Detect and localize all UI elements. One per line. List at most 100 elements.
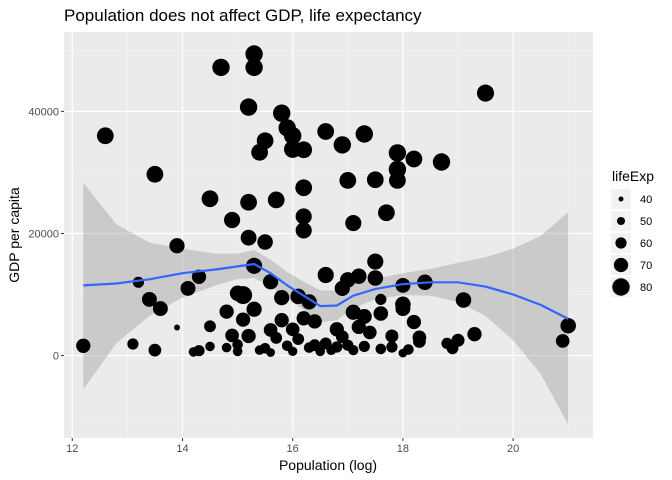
data-point (295, 222, 312, 239)
smooth-line (83, 262, 569, 320)
y-tick-label: 20000 (28, 228, 59, 240)
data-point (351, 268, 367, 284)
data-point (141, 291, 157, 307)
data-point (476, 84, 495, 102)
data-point (366, 171, 384, 189)
data-point (224, 211, 241, 229)
data-point (270, 332, 283, 344)
legend-label: 70 (640, 260, 652, 272)
data-point (395, 296, 411, 313)
data-point (241, 328, 256, 344)
data-point (385, 329, 399, 343)
data-point (315, 346, 326, 357)
legend-label: 40 (640, 194, 652, 206)
data-point (301, 294, 317, 310)
data-point (240, 229, 257, 246)
data-point (148, 343, 162, 357)
data-point (339, 172, 357, 189)
data-point (317, 266, 334, 284)
x-axis-title: Population (log) (279, 457, 377, 473)
data-point (235, 312, 251, 327)
data-point (375, 293, 387, 305)
data-point (239, 98, 258, 116)
major-grid (64, 32, 593, 438)
data-point (191, 269, 207, 284)
legend-point (616, 216, 626, 226)
x-tick-label: 20 (507, 443, 519, 455)
data-point (296, 311, 311, 326)
data-point (388, 160, 407, 179)
data-point (345, 215, 362, 232)
chart-title: Population does not affect GDP, life exp… (64, 6, 422, 25)
data-point (225, 328, 239, 343)
data-point (273, 104, 291, 122)
legend-point (613, 257, 629, 273)
data-point (246, 301, 262, 317)
data-point (295, 208, 312, 225)
data-point (331, 341, 343, 353)
data-point (256, 132, 274, 150)
data-point (274, 313, 289, 328)
data-point (406, 314, 422, 330)
data-point (219, 304, 234, 319)
data-point (245, 58, 263, 77)
legend-label: 80 (640, 282, 652, 294)
y-axis: 0 20000 40000 (28, 106, 64, 363)
data-point (386, 341, 398, 353)
data-point (240, 193, 257, 211)
data-point (555, 334, 570, 348)
x-tick-label: 16 (287, 443, 299, 455)
data-point (267, 191, 285, 209)
data-point (212, 58, 230, 77)
data-point (288, 346, 298, 356)
data-point (367, 253, 384, 270)
data-point (285, 322, 300, 337)
points-layer (76, 45, 576, 358)
smooth-line-layer (83, 262, 569, 320)
data-point (367, 270, 384, 286)
data-point (333, 136, 351, 154)
data-point (257, 234, 273, 250)
data-point (232, 339, 243, 350)
x-tick-label: 14 (176, 443, 188, 455)
data-point (205, 341, 215, 352)
data-point (560, 317, 576, 334)
data-point (307, 314, 322, 329)
data-point (358, 340, 370, 352)
data-point (96, 127, 114, 145)
data-point (348, 344, 359, 356)
data-point (204, 320, 216, 333)
x-tick-label: 18 (397, 443, 409, 455)
data-point (193, 345, 205, 357)
y-tick-label: 0 (53, 351, 59, 363)
legend-title: lifeExp (612, 168, 654, 184)
data-point (146, 165, 164, 183)
data-point (292, 333, 305, 345)
data-point (221, 342, 232, 353)
data-point (295, 141, 313, 159)
legend-label: 50 (640, 216, 652, 228)
data-point (405, 150, 423, 168)
legend-point (618, 196, 624, 202)
confidence-ribbon (83, 182, 569, 425)
data-point (335, 330, 349, 344)
data-point (451, 333, 465, 347)
x-axis: 12 14 16 18 20 (66, 438, 519, 455)
data-point (467, 327, 482, 342)
data-point (388, 144, 407, 162)
confidence-band (83, 182, 569, 425)
data-point (378, 204, 395, 222)
data-point (362, 325, 377, 340)
legend-point (612, 278, 630, 296)
data-point (432, 153, 451, 171)
data-point (274, 289, 290, 306)
data-point (355, 125, 373, 143)
data-point (317, 123, 335, 140)
data-point (266, 348, 275, 357)
data-point (375, 343, 387, 355)
data-point (455, 292, 472, 308)
y-tick-label: 40000 (28, 106, 59, 118)
data-point (246, 257, 263, 274)
legend: lifeExp 40 50 60 70 80 (611, 168, 654, 297)
